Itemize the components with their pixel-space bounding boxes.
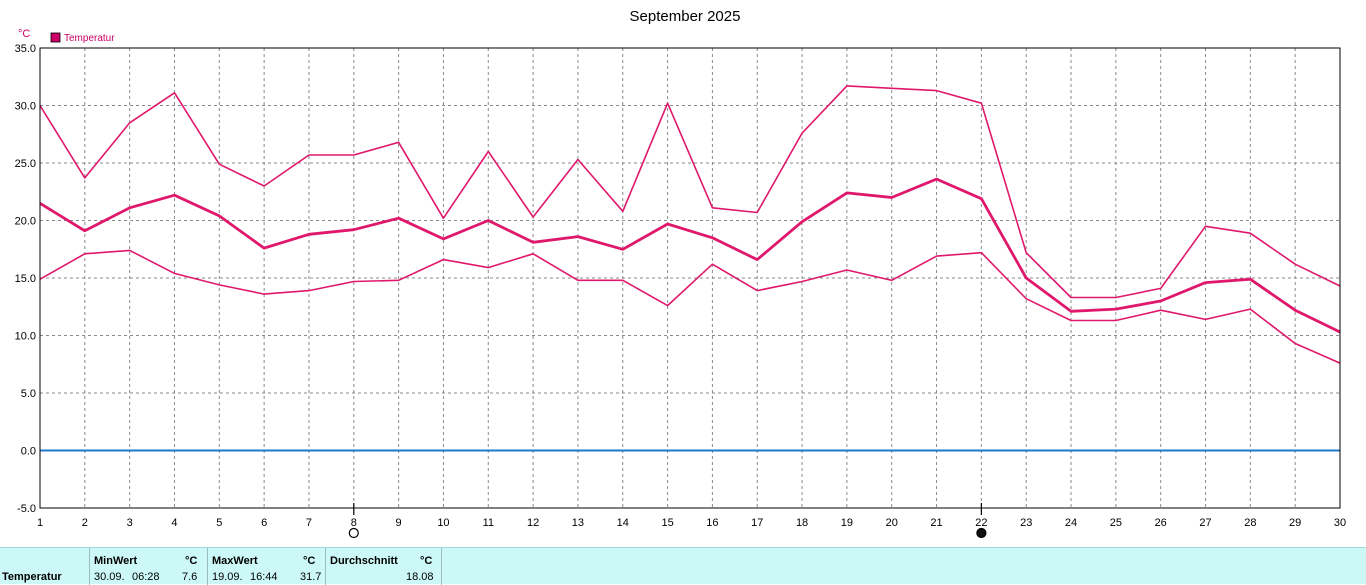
x-tick-label: 19 bbox=[841, 517, 853, 529]
grid bbox=[40, 48, 1340, 508]
y-tick-label: 10.0 bbox=[15, 331, 36, 343]
y-tick-label: 15.0 bbox=[15, 273, 36, 285]
new-moon-icon bbox=[976, 527, 987, 539]
x-tick-label: 29 bbox=[1289, 517, 1301, 529]
max-header: MaxWert bbox=[212, 555, 258, 567]
x-tick-label: 10 bbox=[437, 517, 449, 529]
x-tick-label: 27 bbox=[1199, 517, 1211, 529]
plot-frame bbox=[39, 47, 1341, 509]
moon-markers bbox=[348, 503, 987, 539]
x-tick-label: 17 bbox=[751, 517, 763, 529]
x-tick-label: 21 bbox=[930, 517, 942, 529]
x-tick-label: 30 bbox=[1334, 517, 1346, 529]
y-tick-label: 35.0 bbox=[15, 43, 36, 55]
y-tick-label: 5.0 bbox=[21, 388, 36, 400]
series-group bbox=[39, 85, 1341, 364]
full-moon-icon bbox=[348, 527, 359, 539]
series-line-max bbox=[39, 85, 1341, 299]
max-unit: °C bbox=[303, 555, 316, 567]
legend-label: Temperatur bbox=[64, 33, 115, 44]
stats-min-cell: MinWert °C 30.09. 06:28 7.6 bbox=[90, 548, 208, 585]
stats-avg-cell: Durchschnitt °C 18.08 bbox=[326, 548, 442, 585]
chart: September 2025 °C Temperatur 35.030.025.… bbox=[15, 8, 1346, 539]
legend-swatch bbox=[50, 32, 61, 43]
x-tick-label: 11 bbox=[483, 517, 494, 529]
y-tick-label: 20.0 bbox=[15, 216, 36, 228]
max-time: 16:44 bbox=[250, 571, 278, 583]
min-value: 7.6 bbox=[182, 571, 198, 583]
max-date: 19.09. bbox=[212, 571, 243, 583]
avg-header: Durchschnitt bbox=[330, 555, 398, 567]
x-tick-label: 18 bbox=[796, 517, 808, 529]
x-tick-label: 3 bbox=[127, 517, 133, 529]
x-tick-label: 6 bbox=[261, 517, 267, 529]
min-header: MinWert bbox=[94, 555, 138, 567]
series-line-min bbox=[39, 249, 1341, 364]
x-tick-label: 13 bbox=[572, 517, 584, 529]
x-tick-label: 9 bbox=[396, 517, 402, 529]
x-tick-label: 2 bbox=[82, 517, 88, 529]
x-tick-label: 26 bbox=[1155, 517, 1167, 529]
y-tick-label: 0.0 bbox=[21, 446, 36, 458]
y-tick-label: -5.0 bbox=[17, 503, 36, 515]
stats-bar: Temperatur MinWert °C 30.09. 06:28 7.6 M… bbox=[0, 547, 1366, 585]
stats-max-cell: MaxWert °C 19.09. 16:44 31.7 bbox=[208, 548, 326, 585]
x-tick-label: 16 bbox=[706, 517, 718, 529]
x-tick-label: 12 bbox=[527, 517, 539, 529]
x-tick-label: 1 bbox=[37, 517, 43, 529]
y-axis: 35.0 30.0 25.0 20.0 15.0 10.0 5.0 0.0 -5.0 bbox=[15, 43, 36, 515]
chart-title: September 2025 bbox=[630, 8, 741, 25]
x-axis: 1 2 3 4 5 6 7 8 9 10 11 12 13 14 15 16 17 18 19 20 21 22 23 24 2… bbox=[37, 517, 1346, 529]
x-tick-label: 20 bbox=[886, 517, 898, 529]
min-date: 30.09. bbox=[94, 571, 125, 583]
x-tick-label: 23 bbox=[1020, 517, 1032, 529]
min-unit: °C bbox=[185, 555, 198, 567]
x-tick-label: 7 bbox=[306, 517, 312, 529]
stats-row-label-cell: Temperatur bbox=[0, 548, 90, 585]
y-tick-label: 30.0 bbox=[15, 101, 36, 113]
x-tick-label: 15 bbox=[661, 517, 673, 529]
x-tick-label: 25 bbox=[1110, 517, 1122, 529]
x-tick-label: 14 bbox=[617, 517, 629, 529]
x-tick-label: 8 bbox=[351, 517, 357, 529]
avg-value: 18.08 bbox=[406, 571, 434, 583]
max-value: 31.7 bbox=[300, 571, 322, 583]
x-tick-label: 4 bbox=[171, 517, 177, 529]
x-tick-label: 22 bbox=[975, 517, 987, 529]
y-tick-label: 25.0 bbox=[15, 158, 36, 170]
min-time: 06:28 bbox=[132, 571, 160, 583]
stats-row-label: Temperatur bbox=[2, 571, 62, 583]
series-line-mean bbox=[39, 177, 1341, 334]
x-tick-label: 5 bbox=[216, 517, 222, 529]
x-tick-label: 24 bbox=[1065, 517, 1077, 529]
avg-unit: °C bbox=[420, 555, 433, 567]
x-tick-label: 28 bbox=[1244, 517, 1256, 529]
y-unit-label: °C bbox=[18, 28, 30, 40]
